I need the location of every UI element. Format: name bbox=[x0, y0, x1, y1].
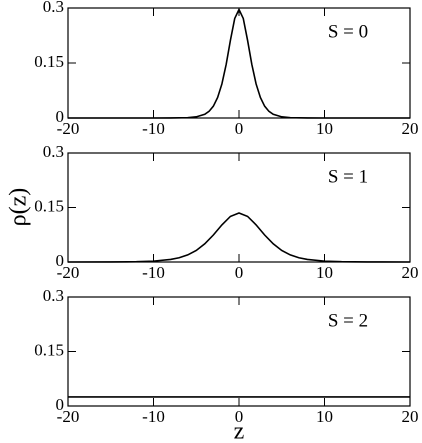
y-tick-label: 0 bbox=[56, 395, 65, 414]
y-tick-label: 0.3 bbox=[43, 286, 64, 305]
annotation: S = 0 bbox=[328, 21, 368, 42]
x-tick-label: -10 bbox=[142, 407, 165, 426]
x-tick-label: 10 bbox=[316, 119, 333, 138]
data-line bbox=[68, 7, 410, 119]
x-tick-label: 10 bbox=[316, 263, 333, 282]
y-tick-label: 0.3 bbox=[43, 142, 64, 161]
x-axis-label: z bbox=[234, 419, 245, 443]
x-tick-label: -10 bbox=[142, 263, 165, 282]
x-tick-label: 20 bbox=[402, 407, 419, 426]
annotation: S = 1 bbox=[328, 166, 368, 187]
annotation: S = 2 bbox=[328, 310, 368, 331]
x-tick-label: -20 bbox=[57, 407, 80, 426]
data-line bbox=[67, 212, 411, 263]
x-tick-label: 0 bbox=[235, 407, 244, 426]
x-tick-label: -10 bbox=[142, 119, 165, 138]
x-tick-label: 10 bbox=[316, 407, 333, 426]
y-tick-label: 0.15 bbox=[34, 196, 64, 215]
x-tick-label: -20 bbox=[57, 119, 80, 138]
y-tick-label: 0.3 bbox=[43, 0, 64, 16]
x-tick-label: -20 bbox=[57, 263, 80, 282]
y-tick-label: 0.15 bbox=[34, 340, 64, 359]
x-tick-label: 20 bbox=[402, 263, 419, 282]
y-tick-label: 0 bbox=[56, 107, 65, 126]
x-tick-label: 0 bbox=[235, 119, 244, 138]
y-axis-label: ρ(z) bbox=[6, 188, 32, 227]
y-tick-label: 0 bbox=[56, 251, 65, 270]
x-tick-label: 0 bbox=[235, 263, 244, 282]
x-tick-label: 20 bbox=[402, 119, 419, 138]
y-tick-label: 0.15 bbox=[34, 52, 64, 71]
